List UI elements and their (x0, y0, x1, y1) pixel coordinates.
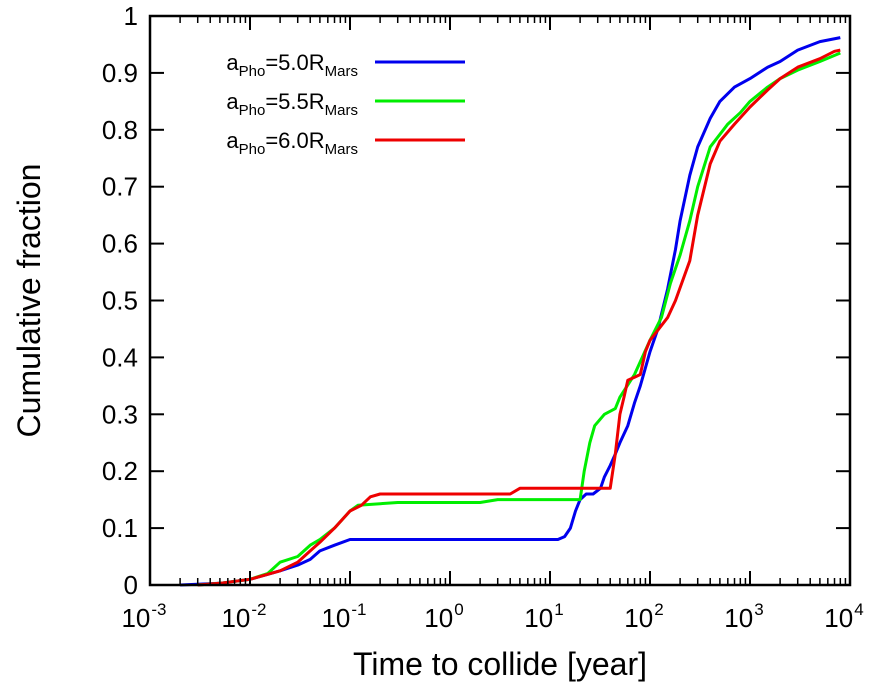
x-axis-title: Time to collide [year] (353, 646, 647, 682)
x-tick-label: 10-3 (121, 600, 166, 633)
x-tick-label: 10-1 (321, 600, 366, 633)
y-tick-label: 0.7 (102, 172, 138, 202)
x-tick-label: 103 (724, 600, 763, 633)
y-tick-label: 0 (124, 570, 138, 600)
legend-label-2: aPho=5.5RMars (226, 89, 358, 119)
x-tick-label: 101 (524, 600, 563, 633)
y-tick-label: 0.1 (102, 513, 138, 543)
y-tick-label: 0.9 (102, 58, 138, 88)
series-line-1 (180, 36, 841, 587)
y-tick-label: 0.2 (102, 456, 138, 486)
x-tick-label: 102 (624, 600, 663, 633)
series-layer (180, 36, 841, 587)
y-tick-label: 0.8 (102, 115, 138, 145)
y-tick-label: 1 (124, 1, 138, 31)
y-tick-label: 0.6 (102, 229, 138, 259)
legend-label-1: aPho=5.0RMars (226, 50, 358, 80)
y-tick-label: 0.4 (102, 342, 138, 372)
y-tick-label: 0.3 (102, 399, 138, 429)
series-line-3 (197, 48, 841, 587)
legend-label-3: aPho=6.0RMars (226, 128, 358, 158)
x-tick-label: 10-2 (221, 600, 266, 633)
y-tick-label: 0.5 (102, 286, 138, 316)
y-axis-title: Cumulative fraction (11, 164, 47, 438)
legend: aPho=5.0RMars aPho=5.5RMars aPho=6.0RMars (226, 50, 465, 158)
x-tick-label: 104 (824, 600, 863, 633)
series-line-2 (197, 51, 841, 587)
x-tick-label: 100 (424, 600, 463, 633)
